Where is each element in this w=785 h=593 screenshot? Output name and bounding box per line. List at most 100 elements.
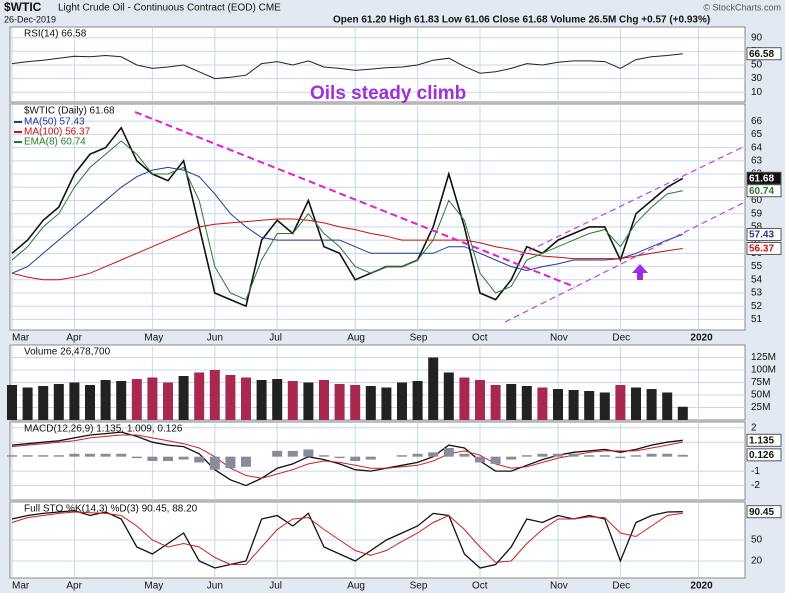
value-badge <box>746 227 782 241</box>
bar <box>178 376 189 420</box>
bar <box>412 381 423 420</box>
bar <box>490 385 501 420</box>
y-tick-label: -1 <box>751 466 760 477</box>
annotation: Oils steady climb <box>310 83 466 104</box>
bar <box>272 379 283 420</box>
x-tick-label: Jul <box>269 581 282 592</box>
bar <box>537 387 548 420</box>
series-line <box>11 53 683 80</box>
x-tick-label: 2020 <box>690 581 713 592</box>
trendlines <box>134 111 746 323</box>
bar <box>131 379 142 420</box>
bar <box>194 456 205 463</box>
bar <box>506 456 517 460</box>
source: © StockCharts.com <box>703 2 781 12</box>
value-badge-label: 0.126 <box>749 450 774 461</box>
bar <box>319 455 329 457</box>
x-tick-label: May <box>144 581 163 592</box>
x-tick-label: Nov <box>550 333 568 344</box>
x-tick-label: Oct <box>472 333 488 344</box>
y-tick-label: 100M <box>751 365 776 376</box>
bar <box>459 453 470 457</box>
y-tick-label: 66 <box>751 116 763 127</box>
bar <box>412 453 423 457</box>
bar <box>350 456 361 461</box>
bar <box>428 452 439 457</box>
bar <box>521 386 532 420</box>
bar <box>646 389 657 420</box>
bar <box>100 380 111 420</box>
bar <box>459 377 470 420</box>
downtrend-line <box>134 111 576 288</box>
bar <box>116 381 127 420</box>
bar <box>443 372 454 420</box>
y-tick-label: 64 <box>751 142 763 153</box>
y-tick-label: 54 <box>751 274 763 285</box>
y-tick-label: 65 <box>751 129 763 140</box>
x-tick-label: Apr <box>66 581 82 592</box>
bar <box>615 385 626 420</box>
bar <box>225 456 236 469</box>
value-badge <box>746 184 782 198</box>
panel-title: RSI(14) 66.58 <box>24 29 87 40</box>
bar <box>443 448 454 457</box>
bar <box>241 456 251 467</box>
bar <box>381 387 392 420</box>
y-tick-label: -2 <box>751 480 760 491</box>
x-tick-label: Jun <box>207 333 223 344</box>
x-tick-label: Aug <box>347 581 365 592</box>
x-tick-label: Oct <box>472 581 488 592</box>
x-tick-label: Nov <box>550 581 568 592</box>
bar <box>287 381 298 420</box>
bar <box>350 385 361 420</box>
legend-entry: MA(50) 57.43 <box>24 117 85 128</box>
y-tick-label: 50M <box>751 390 770 401</box>
x-tick-label: Dec <box>612 581 630 592</box>
x-tick-label: Sep <box>410 333 428 344</box>
bar <box>631 387 641 420</box>
bar <box>677 454 688 457</box>
x-tick-label: Mar <box>12 333 30 344</box>
bar <box>662 392 673 420</box>
bar <box>506 384 517 420</box>
series-line <box>11 431 683 487</box>
bar <box>287 450 298 457</box>
x-tick-label: Aug <box>347 333 365 344</box>
value-badge <box>746 505 782 519</box>
y-tick-label: 63 <box>751 155 763 166</box>
bar <box>475 456 485 463</box>
bar <box>303 449 314 457</box>
bar <box>22 387 33 420</box>
value-badge <box>746 433 782 447</box>
quote: Open 61.20 High 61.83 Low 61.06 Close 61… <box>333 15 710 26</box>
bar <box>178 456 189 460</box>
x-tick-label: Apr <box>66 333 82 344</box>
series-line <box>11 218 683 281</box>
bar <box>599 392 610 420</box>
bar <box>334 384 345 420</box>
symbol: $WTIC <box>4 0 42 14</box>
chart-title: Light Crude Oil - Continuous Contract (E… <box>58 3 281 14</box>
y-tick-label: 59 <box>751 208 763 219</box>
bar <box>69 453 80 457</box>
y-tick-label: 2 <box>751 422 757 433</box>
value-badge-label: 1.135 <box>749 435 774 446</box>
y-tick-label: 51 <box>751 314 763 325</box>
channel-upper <box>519 145 746 256</box>
bar <box>53 384 64 420</box>
bar <box>365 386 376 420</box>
date: 26-Dec-2019 <box>4 14 56 24</box>
y-tick-label: 55 <box>751 261 763 272</box>
value-badge-label: 61.68 <box>749 173 774 184</box>
bar <box>38 455 49 457</box>
value-badge-label: 56.37 <box>749 244 774 255</box>
value-badge-label: 90.45 <box>749 507 774 518</box>
legend-entry: EMA(8) 60.74 <box>24 137 86 148</box>
value-badge-label: 60.74 <box>749 186 774 197</box>
value-badge-label: 66.58 <box>749 49 774 60</box>
bar <box>615 456 626 459</box>
x-tick-label: Mar <box>12 581 30 592</box>
bar <box>131 456 142 459</box>
value-badge <box>746 47 782 61</box>
